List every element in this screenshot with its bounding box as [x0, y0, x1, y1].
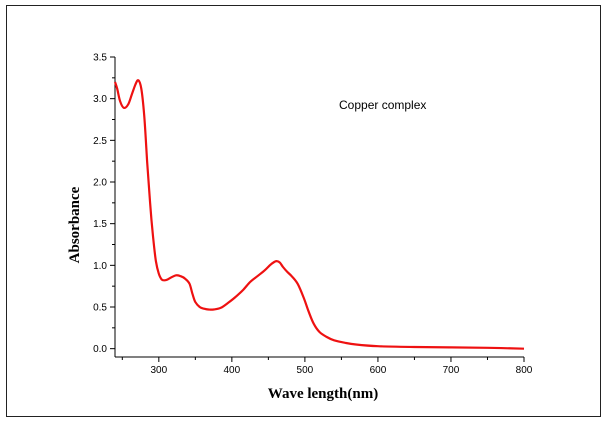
y-tick-label: 2.5	[93, 136, 107, 147]
axes	[114, 57, 524, 358]
x-tick-label: 600	[370, 365, 387, 376]
y-axis-label: Absorbance	[67, 186, 83, 263]
tick-marks	[110, 56, 525, 362]
x-tick-label: 700	[443, 365, 460, 376]
y-tick-label: 0.5	[93, 303, 107, 314]
tick-labels: 300 400 500 600 700 800 0.0 0.5 1.0 1.5 2.0 2.5 3.0 3…	[93, 53, 533, 377]
y-tick-label: 1.5	[93, 219, 107, 230]
y-tick-label: 3.5	[93, 53, 107, 64]
y-tick-label: 1.0	[93, 261, 107, 272]
x-tick-label: 400	[224, 365, 241, 376]
x-tick-label: 800	[516, 365, 533, 376]
x-axis-label: Wave length(nm)	[268, 386, 378, 402]
series-group	[113, 79, 525, 350]
x-tick-label: 300	[150, 365, 167, 376]
series-line	[113, 79, 525, 350]
y-tick-label: 2.0	[93, 178, 107, 189]
y-tick-label: 3.0	[93, 94, 107, 105]
chart-annotation: Copper complex	[339, 98, 426, 112]
y-tick-label: 0.0	[93, 344, 107, 355]
x-tick-label: 500	[297, 365, 314, 376]
